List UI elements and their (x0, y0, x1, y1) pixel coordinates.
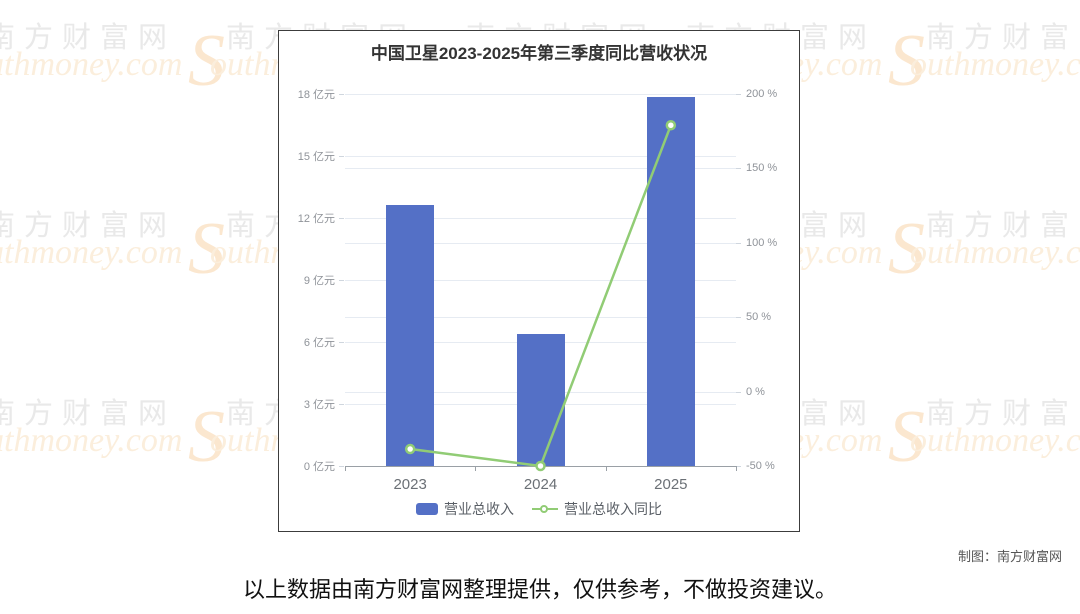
y-axis-right-label: 200 % (746, 88, 778, 100)
y-axis-right-tick (736, 317, 741, 319)
y-axis-left-label: 12 亿元 (297, 213, 335, 225)
watermark-en-text: outhmoney.com (0, 234, 183, 271)
watermark-cn-text: 南方财富网 (926, 22, 1080, 54)
watermark-9: S南方财富网outhmoney.com (880, 196, 1080, 292)
yoy-line-path (410, 124, 673, 468)
plot-area: 0 亿元 3 亿元 6 亿元 9 亿元 12 亿元 15 亿元 18 亿元 -50 % 0 % 5… (298, 88, 778, 493)
gridline-secondary (345, 242, 736, 244)
y-axis-right-tick (736, 466, 741, 467)
watermark-cn-text: 南方财富网 (926, 398, 1080, 430)
y-axis-left-label: 0 亿元 (303, 461, 335, 473)
watermark-logo-icon: S (188, 396, 225, 478)
y-axis-left-label: 6 亿元 (303, 337, 335, 349)
watermark-en-text: outhmoney.com (0, 46, 183, 83)
watermark-logo-icon: S (188, 208, 225, 290)
watermark-logo-icon: S (888, 208, 925, 290)
y-axis-right-label: 150 % (746, 162, 778, 175)
y-axis-right-label: 100 % (746, 236, 778, 249)
watermark-cn-text: 南方财富网 (0, 22, 177, 54)
x-axis-tick (345, 466, 346, 471)
watermark-logo-icon: S (188, 20, 225, 102)
y-axis-left-tick (339, 466, 344, 467)
gridline (345, 218, 736, 219)
y-axis-right-label: 50 % (746, 311, 772, 324)
legend-item-revenue-yoy[interactable]: 营业总收入同比 (532, 499, 662, 519)
y-axis-right-tick (736, 242, 741, 244)
y-axis-left-tick (339, 280, 344, 281)
chart-title: 中国卫星2023-2025年第三季度同比营收状况 (370, 44, 708, 63)
yoy-point-2023[interactable] (404, 443, 416, 455)
gridline-secondary (345, 317, 736, 319)
watermark-logo-icon: S (888, 396, 925, 478)
y-axis-left-label: 3 亿元 (303, 399, 335, 411)
y-axis-right-label: -50 % (746, 460, 775, 472)
y-axis-left-label: 18 亿元 (297, 89, 335, 101)
watermark-10: S 南方财富网outhmoney.com (0, 384, 240, 480)
watermark-0: S 南方财富网outhmoney.com (0, 8, 240, 104)
gridline-secondary (345, 168, 736, 170)
y-axis-left-label: 15 亿元 (297, 151, 335, 163)
yoy-point-2025[interactable] (665, 119, 677, 131)
credit-line: 制图：南方财富网 (957, 549, 1062, 564)
bar-2024[interactable] (516, 333, 565, 466)
chart-legend: 营业总收入 营业总收入同比 (279, 499, 799, 519)
y-axis-right-label: 0 % (746, 385, 765, 398)
watermark-cn-text: 南方财富网 (926, 210, 1080, 242)
y-axis-right-tick (736, 168, 741, 170)
y-axis-left-label: 9 亿元 (303, 275, 335, 287)
legend-label-revenue-yoy: 营业总收入同比 (564, 501, 662, 517)
x-axis-label: 2023 (393, 476, 427, 493)
y-axis-left-tick (339, 218, 344, 219)
gridline (345, 280, 736, 281)
watermark-14: S南方财富网outhmoney.com (880, 384, 1080, 480)
y-axis-left-tick (339, 156, 344, 157)
y-axis-left-tick (339, 94, 344, 95)
bar-2023[interactable] (386, 204, 435, 466)
disclaimer-line: 以上数据由南方财富网整理提供，仅供参考，不做投资建议。 (242, 577, 837, 602)
legend-label-revenue: 营业总收入 (444, 501, 514, 517)
x-axis-label: 2025 (654, 476, 688, 493)
y-axis-right-tick (736, 391, 741, 393)
watermark-4: S南方财富网outhmoney.com (880, 8, 1080, 104)
y-axis-left-tick (339, 404, 344, 405)
yoy-point-2024[interactable] (535, 460, 546, 472)
gridline-secondary (345, 94, 736, 95)
watermark-en-text: outhmoney.com (0, 422, 183, 459)
watermark-en-text: outhmoney.com (910, 46, 1080, 83)
line-swatch-icon (532, 503, 558, 515)
chart-panel: 中国卫星2023-2025年第三季度同比营收状况 0 亿元 3 亿元 6 亿元 9 亿… (278, 30, 800, 532)
x-axis-tick (736, 466, 737, 471)
bar-swatch-icon (416, 503, 438, 515)
x-axis-tick (605, 466, 607, 471)
watermark-logo-icon: S (888, 20, 925, 102)
revenue-yoy-line-series (404, 119, 677, 472)
watermark-en-text: outhmoney.com (910, 422, 1080, 459)
watermark-en-text: outhmoney.com (910, 234, 1080, 271)
legend-item-revenue[interactable]: 营业总收入 (416, 499, 514, 519)
x-axis-label: 2024 (523, 476, 558, 493)
x-axis-tick (475, 466, 477, 471)
gridline (345, 156, 736, 157)
watermark-5: S 南方财富网outhmoney.com (0, 196, 240, 292)
bar-2025[interactable] (646, 97, 695, 466)
watermark-cn-text: 南方财富网 (0, 210, 177, 242)
y-axis-left-tick (339, 342, 344, 343)
watermark-cn-text: 南方财富网 (0, 398, 177, 430)
y-axis-right-tick (736, 94, 741, 95)
